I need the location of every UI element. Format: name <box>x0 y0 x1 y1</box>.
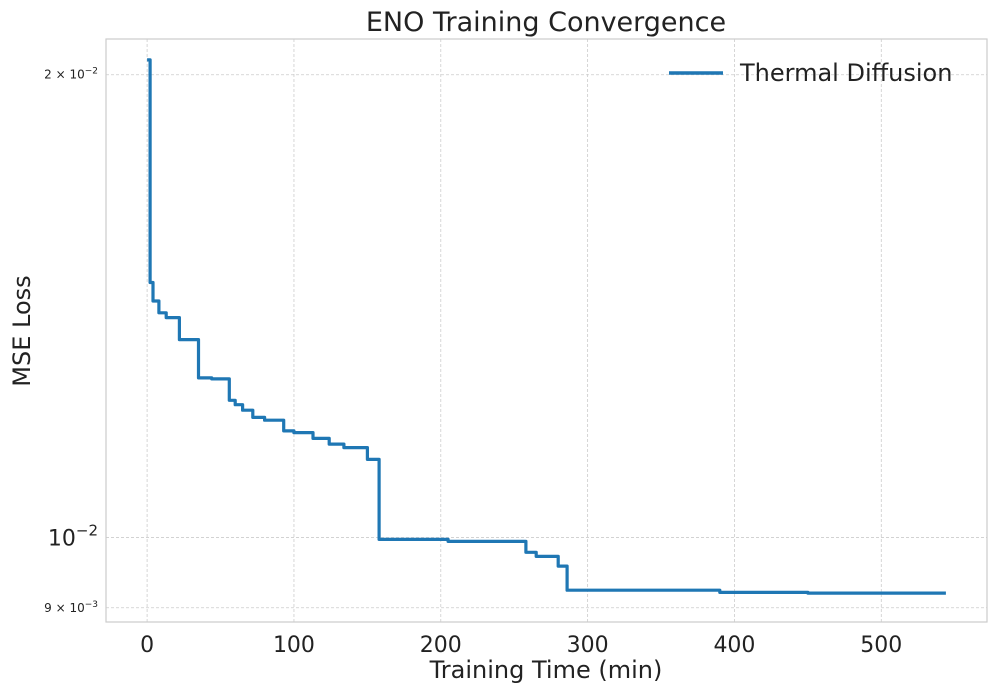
y-tick-label: 9 × 10−3 <box>44 600 98 615</box>
x-axis-label: Training Time (min) <box>429 656 663 684</box>
x-tick-label: 100 <box>273 633 315 658</box>
x-tick-label: 0 <box>140 633 154 658</box>
plot-frame <box>105 38 988 623</box>
x-axis-ticks: 0 100 200 300 400 500 <box>140 633 902 658</box>
y-tick-label: 10−2 <box>48 521 98 551</box>
y-axis-label: MSE Loss <box>8 275 36 386</box>
y-axis-ticks: 2 × 10−2 10−2 9 × 10−3 <box>44 67 98 615</box>
legend: Thermal Diffusion <box>669 59 952 87</box>
series-line-thermal-diffusion <box>147 58 946 595</box>
grid-lines <box>106 39 987 622</box>
chart-title: ENO Training Convergence <box>366 7 726 38</box>
x-tick-label: 400 <box>713 633 755 658</box>
y-tick-label: 2 × 10−2 <box>44 67 98 82</box>
x-tick-label: 200 <box>420 633 462 658</box>
x-tick-label: 300 <box>567 633 609 658</box>
legend-label-thermal-diffusion: Thermal Diffusion <box>739 59 952 87</box>
x-tick-label: 500 <box>860 633 902 658</box>
